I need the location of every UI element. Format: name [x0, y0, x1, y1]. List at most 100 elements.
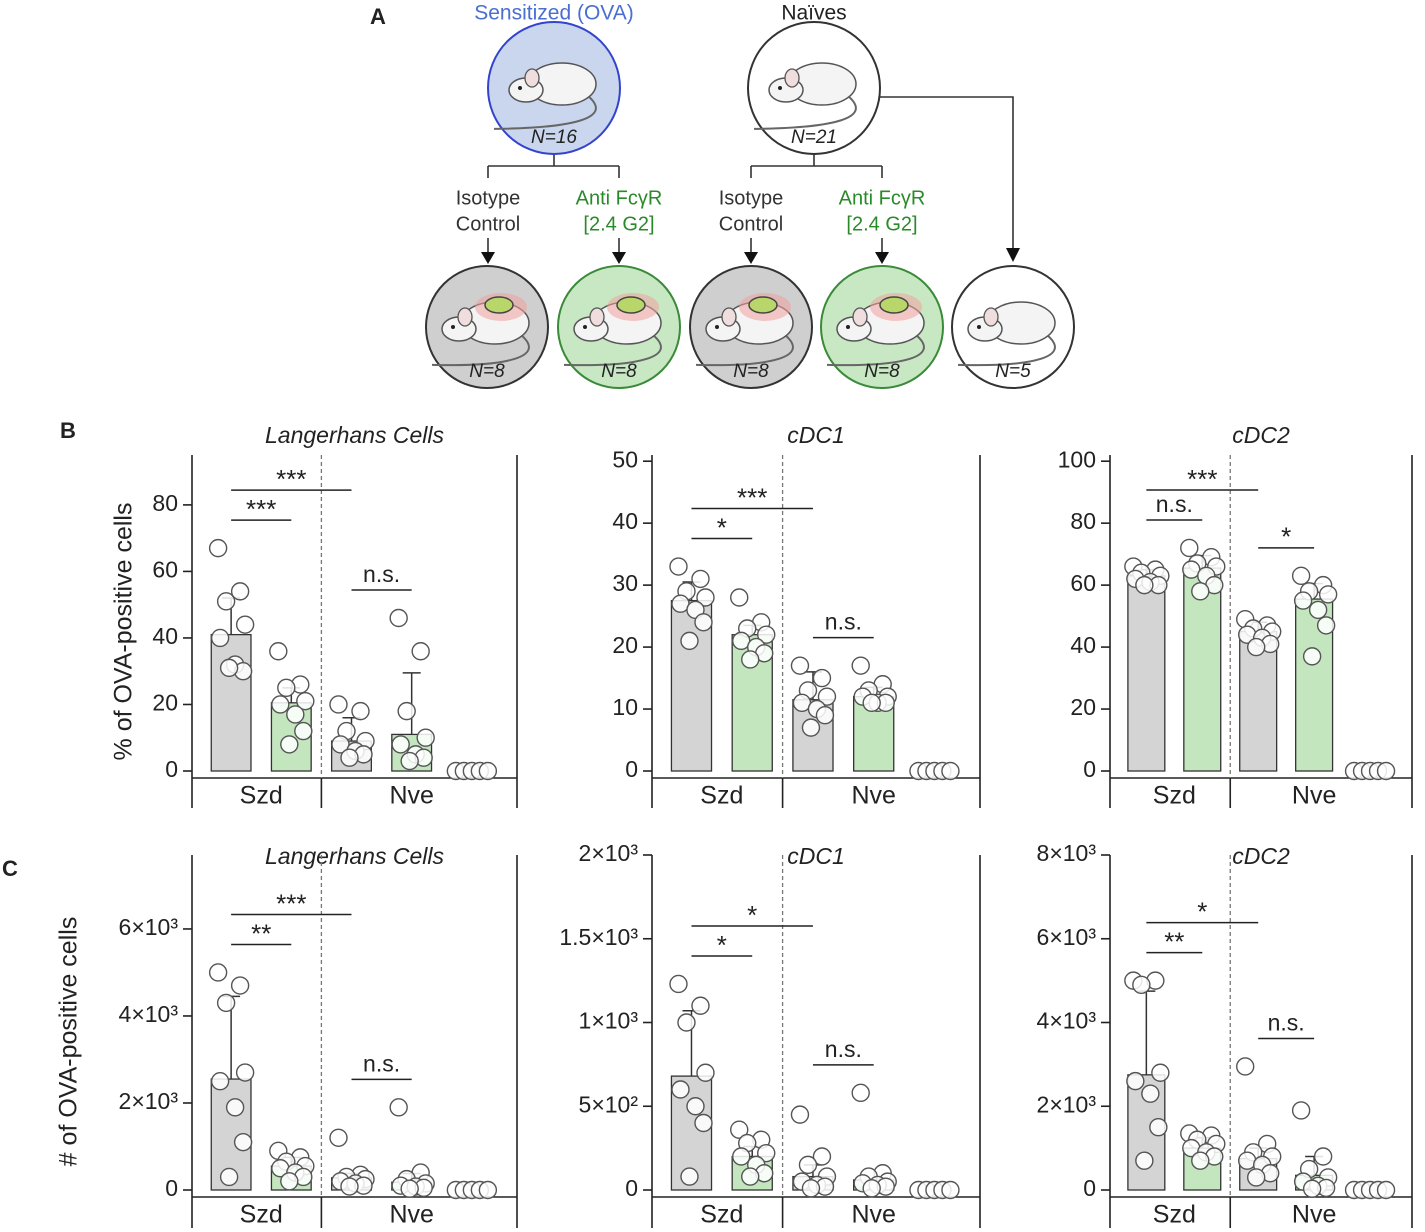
data-point — [1135, 1151, 1154, 1170]
data-point — [691, 569, 710, 589]
y-tick-label: 6×10³ — [119, 914, 179, 940]
y-tick-label: 0 — [625, 1175, 638, 1201]
data-point — [1376, 1180, 1396, 1200]
data-point — [1236, 1057, 1255, 1076]
group-label: Szd — [1153, 1201, 1196, 1229]
y-axis-label: # of OVA-positive cells — [55, 917, 83, 1167]
treatment: [2.4 G2] — [846, 213, 917, 235]
panel-label: B — [60, 418, 76, 443]
patch — [616, 296, 646, 314]
data-point — [812, 1147, 832, 1166]
mouse-tail — [431, 334, 530, 367]
y-tick-label: 40 — [152, 623, 178, 649]
data-point — [391, 735, 410, 754]
y-tick-label: 4×10³ — [1037, 1008, 1097, 1034]
data-point — [851, 1083, 870, 1103]
chart: Langerhans Cells # of OVA-positive cells S… — [55, 843, 518, 1229]
significance-label: n.s. — [1268, 1010, 1305, 1036]
data-point — [680, 631, 699, 651]
data-point — [730, 1120, 749, 1139]
data-point — [329, 1128, 348, 1147]
significance-label: n.s. — [363, 561, 400, 587]
group-label: Nve — [1292, 782, 1336, 810]
group-n: N=8 — [864, 361, 900, 382]
mouse-eye — [715, 325, 719, 329]
connector — [487, 154, 883, 178]
mouse-eye — [778, 86, 782, 90]
treatment: Isotype — [456, 187, 520, 209]
data-point — [686, 1097, 705, 1116]
data-point — [400, 751, 419, 771]
y-tick-label: 6×10³ — [1037, 924, 1097, 950]
data-point — [340, 748, 359, 767]
y-tick-label: 8×10³ — [1037, 840, 1097, 866]
data-point — [941, 1180, 960, 1200]
data-point — [1376, 761, 1396, 781]
group-label: Nve — [389, 1201, 433, 1229]
chart-title: cDC2 — [1232, 843, 1290, 869]
chart-title: Langerhans Cells — [265, 843, 445, 869]
significance-label: *** — [276, 888, 306, 918]
data-point — [235, 1063, 255, 1082]
data-point — [941, 761, 960, 781]
data-point — [216, 993, 236, 1013]
significance-label: ** — [251, 918, 271, 948]
treatment: [2.4 G2] — [583, 213, 654, 235]
y-tick-label: 20 — [612, 632, 638, 658]
y-tick-label: 20 — [152, 690, 178, 716]
significance-label: * — [717, 512, 727, 542]
mouse-tail — [563, 334, 662, 367]
significance-label: *** — [246, 494, 276, 524]
data-point — [280, 735, 299, 754]
group-label: Nve — [851, 782, 895, 810]
data-point — [669, 557, 688, 576]
data-point — [671, 1080, 690, 1099]
data-point — [1238, 1151, 1257, 1170]
data-point — [233, 1132, 253, 1152]
diagram — [481, 96, 1020, 264]
data-point — [340, 1177, 359, 1196]
data-point — [208, 538, 228, 558]
data-point — [677, 1013, 696, 1032]
significance-label: *** — [737, 482, 767, 512]
data-point — [389, 608, 408, 628]
data-point — [1135, 575, 1154, 595]
data-point — [1291, 1101, 1311, 1120]
significance-label: n.s. — [825, 1036, 862, 1062]
data-point — [1308, 600, 1328, 620]
arrow — [487, 96, 1014, 258]
data-point — [812, 668, 832, 688]
mouse-ear — [589, 307, 605, 327]
mouse-ear — [524, 68, 540, 88]
chart-title: cDC2 — [1232, 422, 1290, 448]
data-point — [801, 718, 821, 737]
data-point — [351, 701, 370, 721]
mouse-ear — [721, 307, 737, 327]
significance-label: * — [717, 930, 727, 960]
mouse-ear — [457, 307, 473, 327]
data-point — [216, 592, 236, 611]
y-tick-label: 40 — [1070, 632, 1096, 658]
treatment: Isotype — [719, 187, 783, 209]
data-point — [219, 1167, 239, 1187]
data-point — [1126, 1071, 1145, 1091]
data-point — [478, 761, 498, 781]
bar — [1127, 575, 1166, 772]
significance-label: n.s. — [363, 1050, 400, 1076]
group-label: Nve — [1292, 1201, 1336, 1229]
mouse-tail — [957, 334, 1056, 367]
data-point — [277, 678, 296, 698]
y-tick-label: 0 — [1083, 756, 1096, 782]
data-point — [730, 588, 749, 607]
significance-label: * — [1281, 522, 1291, 552]
mouse-tail — [826, 334, 925, 367]
chart: cDC1 Szd Nve 0 5×10² 1×10³ 1.5×10³ 2×10³ * * n.s. — [559, 840, 981, 1229]
data-point — [219, 658, 239, 678]
group-label: Szd — [240, 1201, 283, 1229]
y-tick-label: 50 — [612, 446, 638, 472]
arrowhead — [481, 248, 1020, 264]
data-point — [1313, 1147, 1333, 1166]
y-tick-label: 2×10³ — [579, 840, 639, 866]
